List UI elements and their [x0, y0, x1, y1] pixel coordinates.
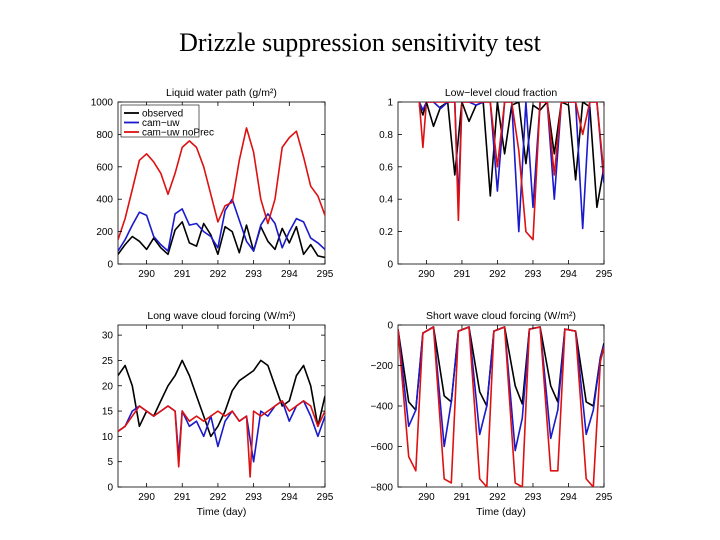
cloud_fraction-title: Low−level cloud fraction — [445, 87, 558, 99]
cloud_fraction-y-tick-label-4: 0.8 — [379, 130, 393, 141]
lwcf-y-tick-label-0: 0 — [107, 483, 113, 494]
swcf-title: Short wave cloud forcing (W/m²) — [426, 310, 576, 322]
swcf-x-tick-label-0: 290 — [418, 492, 435, 503]
lwp-y-tick-label-5: 1000 — [91, 98, 114, 109]
lwp-x-tick-label-2: 292 — [210, 269, 227, 280]
lwcf-x-tick-label-1: 291 — [174, 492, 191, 503]
lwp-legend-label-1: cam−uw — [142, 118, 180, 129]
cloud_fraction-y-tick-label-5: 1 — [387, 98, 393, 109]
lwp-legend-label-2: cam−uw noPrec — [142, 128, 214, 139]
lwp-y-tick-label-3: 600 — [96, 162, 113, 173]
lwp-title: Liquid water path (g/m²) — [166, 87, 277, 99]
lwp-x-tick-label-5: 295 — [317, 269, 334, 280]
lwp-series-line-0 — [118, 221, 325, 259]
swcf-series-line-2 — [398, 326, 604, 487]
cloud_fraction-y-tick-label-0: 0 — [387, 260, 393, 271]
lwcf-y-tick-label-6: 30 — [102, 331, 114, 342]
lwcf-y-tick-label-1: 5 — [107, 457, 113, 468]
lwcf-series-line-2 — [118, 400, 325, 478]
swcf-y-tick-label-1: −600 — [370, 442, 393, 453]
cloud_fraction-x-tick-label-2: 292 — [489, 269, 506, 280]
swcf-x-tick-label-2: 292 — [489, 492, 506, 503]
swcf-x-tick-label-4: 294 — [560, 492, 577, 503]
lwcf-x-tick-label-4: 294 — [281, 492, 298, 503]
swcf-x-tick-label-5: 295 — [596, 492, 613, 503]
lwp-y-tick-label-4: 800 — [96, 130, 113, 141]
lwp-series-line-1 — [118, 198, 325, 252]
lwp-legend-box — [120, 104, 200, 138]
cloud_fraction-x-tick-label-0: 290 — [418, 269, 435, 280]
swcf-y-tick-label-0: −800 — [370, 483, 393, 494]
swcf-plot-frame — [397, 324, 605, 488]
swcf-x-tick-label-1: 291 — [454, 492, 471, 503]
cloud_fraction-y-tick-label-3: 0.6 — [379, 162, 393, 173]
cloud_fraction-x-tick-label-1: 291 — [454, 269, 471, 280]
swcf-x-axis-label: Time (day) — [476, 506, 526, 518]
lwp-y-tick-label-0: 0 — [107, 260, 113, 271]
lwcf-title: Long wave cloud forcing (W/m²) — [147, 310, 295, 322]
lwcf-y-tick-label-2: 10 — [102, 432, 114, 443]
lwcf-x-tick-label-5: 295 — [317, 492, 334, 503]
swcf-y-tick-label-2: −400 — [370, 402, 393, 413]
cloud_fraction-x-tick-label-5: 295 — [596, 269, 613, 280]
lwp-x-tick-label-0: 290 — [138, 269, 155, 280]
swcf-y-tick-label-4: 0 — [387, 321, 393, 332]
swcf-y-tick-label-3: −200 — [370, 361, 393, 372]
lwcf-x-tick-label-3: 293 — [245, 492, 262, 503]
lwcf-x-tick-label-2: 292 — [210, 492, 227, 503]
slide-title: Drizzle suppression sensitivity test — [179, 28, 541, 57]
cloud_fraction-x-tick-label-4: 294 — [560, 269, 577, 280]
lwp-x-tick-label-1: 291 — [174, 269, 191, 280]
lwp-x-tick-label-3: 293 — [245, 269, 262, 280]
lwp-x-tick-label-4: 294 — [281, 269, 298, 280]
cloud_fraction-y-tick-label-1: 0.2 — [379, 227, 393, 238]
lwcf-plot-frame — [117, 324, 326, 488]
lwp-y-tick-label-2: 400 — [96, 195, 113, 206]
swcf-x-tick-label-3: 293 — [525, 492, 542, 503]
cloud_fraction-x-tick-label-3: 293 — [525, 269, 542, 280]
lwcf-y-tick-label-5: 25 — [102, 356, 114, 367]
cloud_fraction-series-line-1 — [418, 102, 604, 233]
lwp-y-tick-label-1: 200 — [96, 227, 113, 238]
lwp-series-line-2 — [118, 127, 325, 240]
cloud_fraction-y-tick-label-2: 0.4 — [379, 195, 393, 206]
lwp-legend-label-0: observed — [142, 109, 183, 120]
lwcf-y-tick-label-3: 15 — [102, 407, 114, 418]
lwcf-y-tick-label-4: 20 — [102, 381, 114, 392]
lwcf-x-axis-label: Time (day) — [197, 506, 247, 518]
lwcf-x-tick-label-0: 290 — [138, 492, 155, 503]
